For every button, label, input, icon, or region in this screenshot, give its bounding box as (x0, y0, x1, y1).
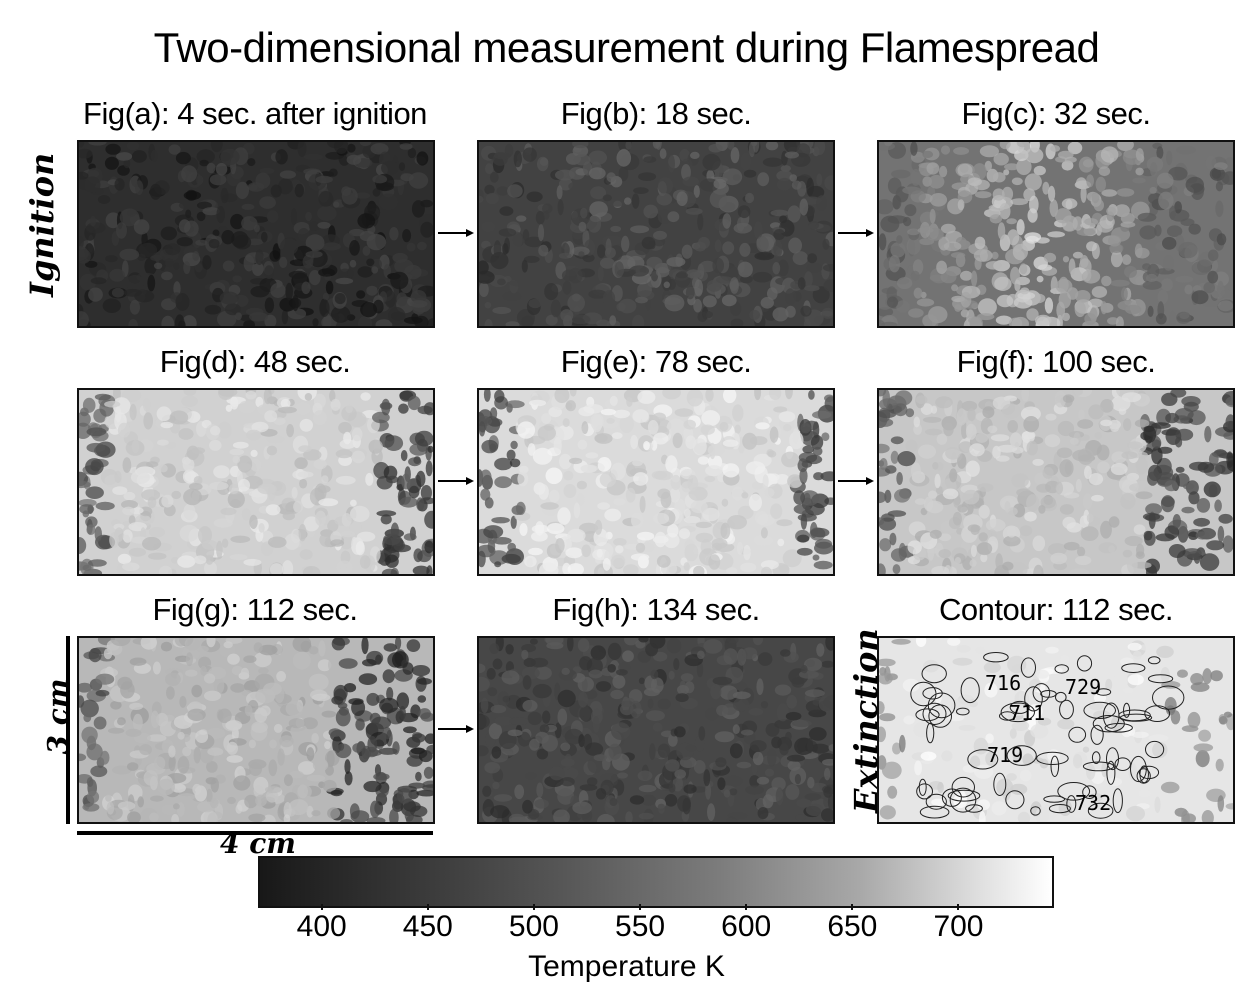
temperature-colorbar (258, 856, 1054, 908)
arrow-right-icon (838, 477, 874, 485)
contour-lines (910, 652, 1185, 819)
caption-d: Fig(d): 48 sec. (159, 344, 351, 379)
thermal-image-b (477, 140, 835, 328)
thermal-image-c (877, 140, 1235, 328)
thermal-texture (79, 638, 433, 822)
colorbar-tick-mark (745, 904, 748, 910)
figure-title: Two-dimensional measurement during Flame… (153, 24, 1100, 71)
thermal-texture (879, 390, 1233, 574)
colorbar-label: Temperature K (528, 950, 725, 983)
caption-a: Fig(a): 4 sec. after ignition (83, 96, 427, 131)
arrow-right-icon (838, 229, 874, 237)
thermal-image-e (477, 388, 835, 576)
colorbar-tick-mark (851, 904, 854, 910)
colorbar-tick-label: 600 (721, 910, 772, 943)
colorbar-tick-mark (639, 904, 642, 910)
contour-image: 716 729 711 719 732 (877, 636, 1235, 824)
colorbar-tick-mark (320, 904, 323, 910)
caption-g: Fig(g): 112 sec. (152, 592, 358, 627)
horizontal-scale-bar (77, 831, 433, 835)
contour-label-729: 729 (1065, 675, 1101, 699)
arrow-right-icon (438, 725, 474, 733)
thermal-image-d (77, 388, 435, 576)
caption-e: Fig(e): 78 sec. (560, 344, 752, 379)
thermal-texture (879, 638, 1233, 822)
arrow-right-icon (438, 477, 474, 485)
caption-f: Fig(f): 100 sec. (956, 344, 1156, 379)
thermal-image-h (477, 636, 835, 824)
arrow-right-icon (438, 229, 474, 237)
colorbar-tick-label: 700 (933, 910, 984, 943)
contour-label-711: 711 (1009, 701, 1045, 725)
vertical-scale-bar (66, 636, 70, 824)
colorbar-tick-mark (957, 904, 960, 910)
thermal-texture (479, 638, 833, 822)
colorbar-tick-mark (532, 904, 535, 910)
caption-contour: Contour: 112 sec. (939, 592, 1173, 627)
thermal-image-f (877, 388, 1235, 576)
thermal-texture (879, 142, 1233, 326)
colorbar-tick-label: 400 (296, 910, 347, 943)
thermal-texture (479, 142, 833, 326)
caption-b: Fig(b): 18 sec. (560, 96, 752, 131)
thermal-texture (479, 390, 833, 574)
ignition-label: Ignition (23, 152, 61, 297)
caption-c: Fig(c): 32 sec. (961, 96, 1151, 131)
contour-label-732: 732 (1075, 791, 1111, 815)
thermal-texture (79, 390, 433, 574)
thermal-image-a (77, 140, 435, 328)
colorbar-tick-label: 650 (827, 910, 878, 943)
contour-label-719: 719 (987, 743, 1023, 767)
vertical-scale-label: 3 cm (41, 678, 75, 755)
contour-label-716: 716 (985, 671, 1021, 695)
caption-h: Fig(h): 134 sec. (552, 592, 760, 627)
colorbar-tick-label: 550 (615, 910, 666, 943)
thermal-image-g (77, 636, 435, 824)
colorbar-tick-mark (426, 904, 429, 910)
horizontal-scale-label: 4 cm (220, 827, 296, 860)
colorbar-tick-label: 500 (508, 910, 559, 943)
thermal-texture (79, 142, 433, 326)
colorbar-tick-label: 450 (402, 910, 453, 943)
extinction-label: Extinction (847, 628, 885, 813)
